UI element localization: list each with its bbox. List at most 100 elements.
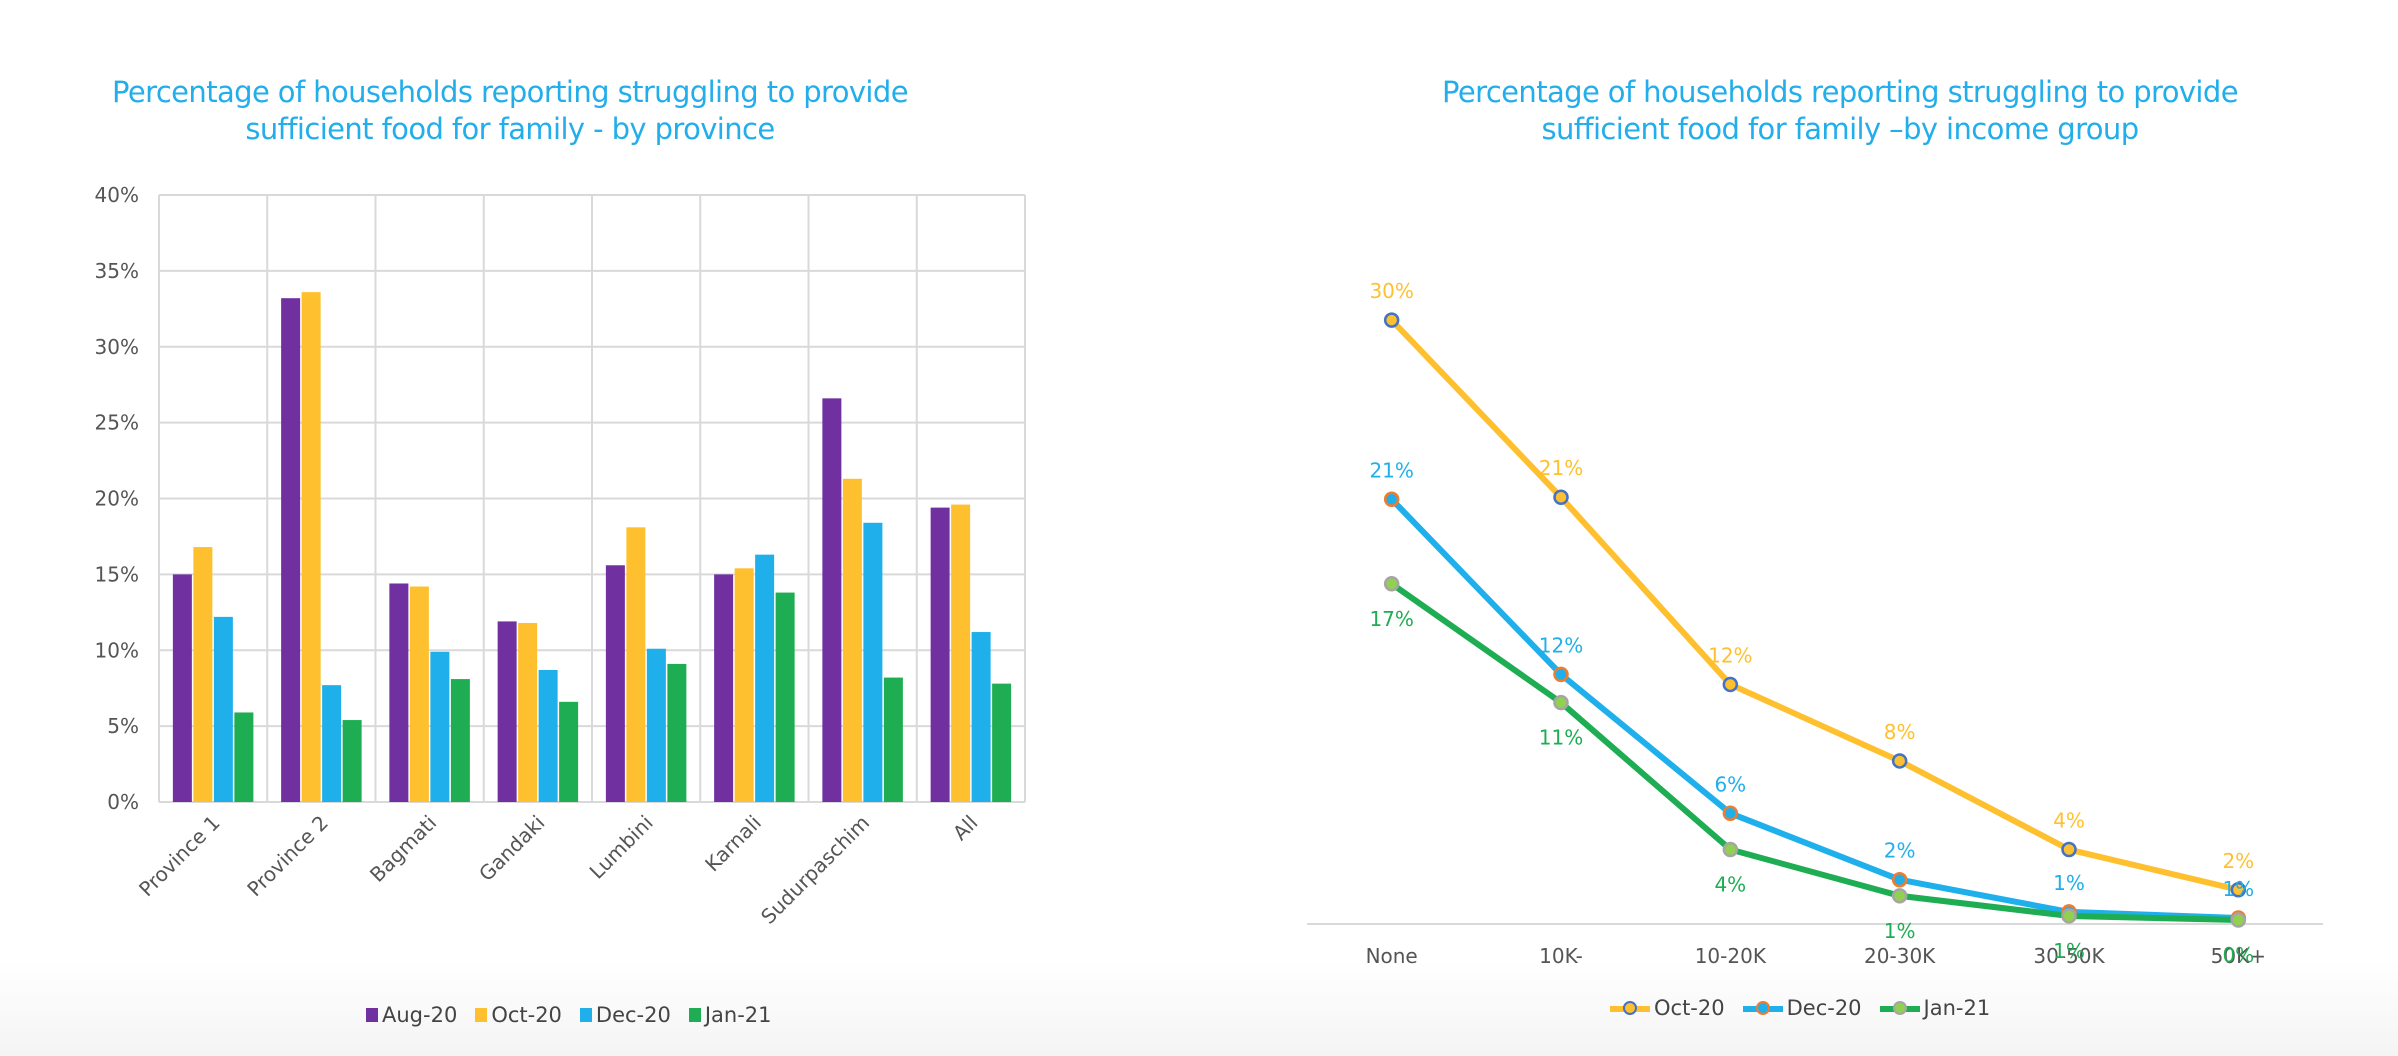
bar-province-2-aug-20 bbox=[281, 298, 301, 802]
y-tick-label: 15% bbox=[95, 562, 139, 586]
legend-label: Oct-20 bbox=[1654, 996, 1725, 1020]
legend-label: Dec-20 bbox=[1786, 996, 1862, 1020]
bar-lumbini-oct-20 bbox=[626, 527, 646, 802]
bar-chart-legend: Aug-20 Oct-20 Dec-20 Jan-21 bbox=[366, 1003, 772, 1027]
marker-oct-20-none bbox=[1383, 312, 1400, 328]
data-label-dec-20-50k: 1% bbox=[2222, 877, 2254, 901]
legend-label: Dec-20 bbox=[595, 1003, 671, 1027]
legend-item-oct-20: Oct-20 bbox=[1610, 996, 1725, 1020]
marker-jan-21-none bbox=[1383, 576, 1400, 592]
legend-label: Oct-20 bbox=[491, 1003, 562, 1027]
marker-dec-20-10-20k bbox=[1722, 805, 1739, 822]
y-tick-label: 10% bbox=[95, 638, 139, 662]
data-label-jan-21-10-20k: 4% bbox=[1714, 873, 1746, 897]
bar-all-jan-21 bbox=[992, 683, 1012, 802]
line-chart-title: Percentage of households reporting strug… bbox=[1390, 74, 2290, 148]
data-label-dec-20-10k: 12% bbox=[1539, 633, 1583, 657]
data-label-dec-20-20-30k: 2% bbox=[1884, 839, 1916, 863]
data-label-jan-21-50k: 0% bbox=[2222, 943, 2254, 967]
marker-jan-21-20-30k bbox=[1891, 888, 1908, 904]
data-label-dec-20-10-20k: 6% bbox=[1714, 772, 1746, 796]
bar-karnali-dec-20 bbox=[755, 554, 775, 802]
data-label-jan-21-30-50k: 1% bbox=[2053, 939, 2085, 963]
bar-karnali-aug-20 bbox=[714, 574, 734, 802]
y-tick-label: 5% bbox=[107, 714, 139, 738]
bar-chart-title-line-1: Percentage of households reporting strug… bbox=[112, 75, 908, 109]
marker-dec-20-20-30k bbox=[1891, 871, 1908, 888]
x-category-label-10-20k: 10-20K bbox=[1695, 944, 1767, 968]
legend-line-marker-dec-20 bbox=[1742, 1001, 1783, 1015]
x-category-label-20-30k: 20-30K bbox=[1864, 944, 1936, 968]
series-line-oct-20 bbox=[1388, 317, 2242, 893]
legend-swatch-jan-21 bbox=[688, 1008, 701, 1022]
bar-sudurpaschim-jan-21 bbox=[883, 677, 903, 802]
marker-jan-21-50k bbox=[2230, 912, 2247, 928]
marker-dec-20-10k bbox=[1553, 666, 1569, 683]
bar-all-aug-20 bbox=[930, 507, 950, 802]
legend-item-jan-21: Jan-21 bbox=[1879, 996, 1990, 1020]
legend-item-oct-20: Oct-20 bbox=[475, 1003, 562, 1027]
bar-sudurpaschim-aug-20 bbox=[822, 398, 842, 802]
x-category-label-10k: 10K- bbox=[1539, 944, 1583, 968]
bar-province-2-dec-20 bbox=[322, 685, 342, 802]
marker-dec-20-none bbox=[1383, 491, 1400, 508]
data-label-oct-20-20-30k: 8% bbox=[1884, 720, 1916, 744]
data-label-oct-20-10-20k: 12% bbox=[1708, 643, 1752, 667]
data-label-oct-20-50k: 2% bbox=[2222, 849, 2254, 873]
legend-label: Jan-21 bbox=[704, 1003, 772, 1027]
bar-gandaki-jan-21 bbox=[559, 701, 579, 802]
bar-bagmati-dec-20 bbox=[430, 651, 450, 802]
data-label-jan-21-10k: 11% bbox=[1539, 726, 1583, 750]
marker-jan-21-10k bbox=[1553, 694, 1569, 711]
bar-sudurpaschim-dec-20 bbox=[863, 522, 883, 802]
legend-line-marker-jan-21 bbox=[1879, 1001, 1920, 1015]
bar-lumbini-jan-21 bbox=[667, 663, 687, 802]
bar-province-1-aug-20 bbox=[172, 574, 192, 802]
bar-province-1-jan-21 bbox=[234, 712, 254, 802]
bar-lumbini-aug-20 bbox=[605, 565, 625, 802]
y-tick-label: 25% bbox=[95, 411, 139, 435]
y-tick-label: 30% bbox=[95, 335, 139, 359]
marker-oct-20-10-20k bbox=[1722, 676, 1739, 693]
y-tick-label: 20% bbox=[95, 487, 139, 511]
legend-line-marker-oct-20 bbox=[1610, 1001, 1650, 1015]
data-label-dec-20-30-50k: 1% bbox=[2053, 871, 2085, 895]
legend-swatch-aug-20 bbox=[366, 1008, 378, 1022]
bar-karnali-oct-20 bbox=[734, 568, 754, 802]
marker-oct-20-10k bbox=[1553, 489, 1569, 505]
bar-gandaki-dec-20 bbox=[538, 669, 558, 802]
marker-jan-21-30-50k bbox=[2061, 908, 2077, 924]
data-label-jan-21-20-30k: 1% bbox=[1884, 919, 1916, 943]
bar-gandaki-oct-20 bbox=[518, 622, 538, 802]
marker-oct-20-20-30k bbox=[1891, 753, 1908, 769]
bar-gandaki-aug-20 bbox=[497, 621, 517, 802]
legend-swatch-oct-20 bbox=[475, 1008, 488, 1022]
bar-bagmati-aug-20 bbox=[389, 583, 409, 802]
y-tick-label: 40% bbox=[95, 183, 139, 207]
bar-all-dec-20 bbox=[971, 632, 991, 802]
marker-oct-20-30-50k bbox=[2061, 841, 2077, 858]
legend-item-jan-21: Jan-21 bbox=[688, 1003, 772, 1027]
x-category-label-none: None bbox=[1366, 944, 1418, 968]
bar-chart-title-line-2: sufficient food for family - by province bbox=[245, 112, 775, 146]
data-label-oct-20-none: 30% bbox=[1369, 279, 1413, 303]
bar-lumbini-dec-20 bbox=[646, 648, 666, 802]
bar-chart-title: Percentage of households reporting strug… bbox=[60, 74, 960, 148]
data-label-oct-20-10k: 21% bbox=[1539, 456, 1583, 480]
data-label-jan-21-none: 17% bbox=[1369, 607, 1413, 631]
line-chart: None 10K- 10-20K 20-30K 30-50K 50K+ 30% 21% 12% 8… bbox=[1307, 279, 2323, 968]
bar-province-1-oct-20 bbox=[193, 547, 213, 802]
bar-province-2-oct-20 bbox=[301, 292, 321, 802]
y-tick-label: 0% bbox=[107, 790, 139, 814]
bar-chart: 0%5%10%15%20%25%30%35%40%Province 1 Provi… bbox=[95, 183, 1026, 929]
y-tick-label: 35% bbox=[95, 259, 139, 283]
line-chart-title-line-2: sufficient food for family –by income gr… bbox=[1541, 112, 2139, 146]
bar-sudurpaschim-oct-20 bbox=[842, 478, 862, 802]
line-chart-title-line-1: Percentage of households reporting strug… bbox=[1442, 75, 2238, 109]
bar-karnali-jan-21 bbox=[775, 592, 795, 802]
bar-bagmati-oct-20 bbox=[409, 586, 429, 802]
bar-province-2-jan-21 bbox=[342, 720, 362, 802]
x-category-label-30-50k: 30-50K bbox=[2033, 944, 2105, 968]
bar-bagmati-jan-21 bbox=[450, 679, 470, 802]
bar-province-1-dec-20 bbox=[213, 616, 233, 802]
